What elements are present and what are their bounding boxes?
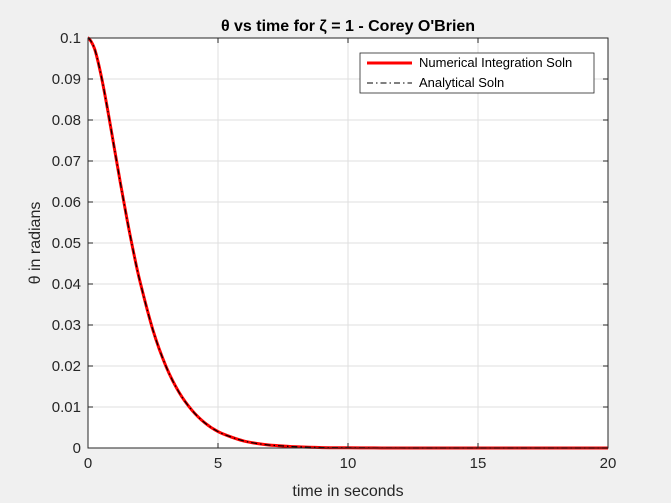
y-tick-label: 0.04 <box>52 276 81 293</box>
tick-labels: 0 5 10 15 20 0 0.01 0.02 0.03 0.04 0.05 0.06 0.07 0.0… <box>52 30 617 472</box>
y-tick-label: 0.02 <box>52 358 81 375</box>
x-tick-label: 5 <box>214 455 222 472</box>
y-tick-label: 0 <box>73 440 81 457</box>
x-tick-label: 20 <box>600 455 617 472</box>
y-tick-label: 0.07 <box>52 153 81 170</box>
x-tick-label: 0 <box>84 455 92 472</box>
y-tick-label: 0.03 <box>52 317 81 334</box>
y-tick-label: 0.05 <box>52 235 81 252</box>
y-tick-label: 0.1 <box>60 30 81 47</box>
ticks <box>87 37 609 449</box>
y-axis-label: θ in radians <box>27 202 44 285</box>
y-tick-label: 0.08 <box>52 112 81 129</box>
legend-box <box>359 52 595 94</box>
series-line-1 <box>87 37 608 449</box>
x-tick-label: 15 <box>470 455 487 472</box>
chart-title: θ vs time for ζ = 1 - Corey O'Brien <box>221 18 475 35</box>
x-tick-label: 10 <box>340 455 357 472</box>
y-tick-label: 0.09 <box>52 71 81 88</box>
legend: Numerical Integration Soln Analytical So… <box>359 52 595 94</box>
x-axis-label: time in seconds <box>292 483 403 500</box>
y-tick-label: 0.06 <box>52 194 81 211</box>
legend-label-numerical: Numerical Integration Soln <box>419 55 572 70</box>
legend-label-analytical: Analytical Soln <box>419 75 504 90</box>
y-tick-label: 0.01 <box>52 399 81 416</box>
grid <box>87 37 609 449</box>
